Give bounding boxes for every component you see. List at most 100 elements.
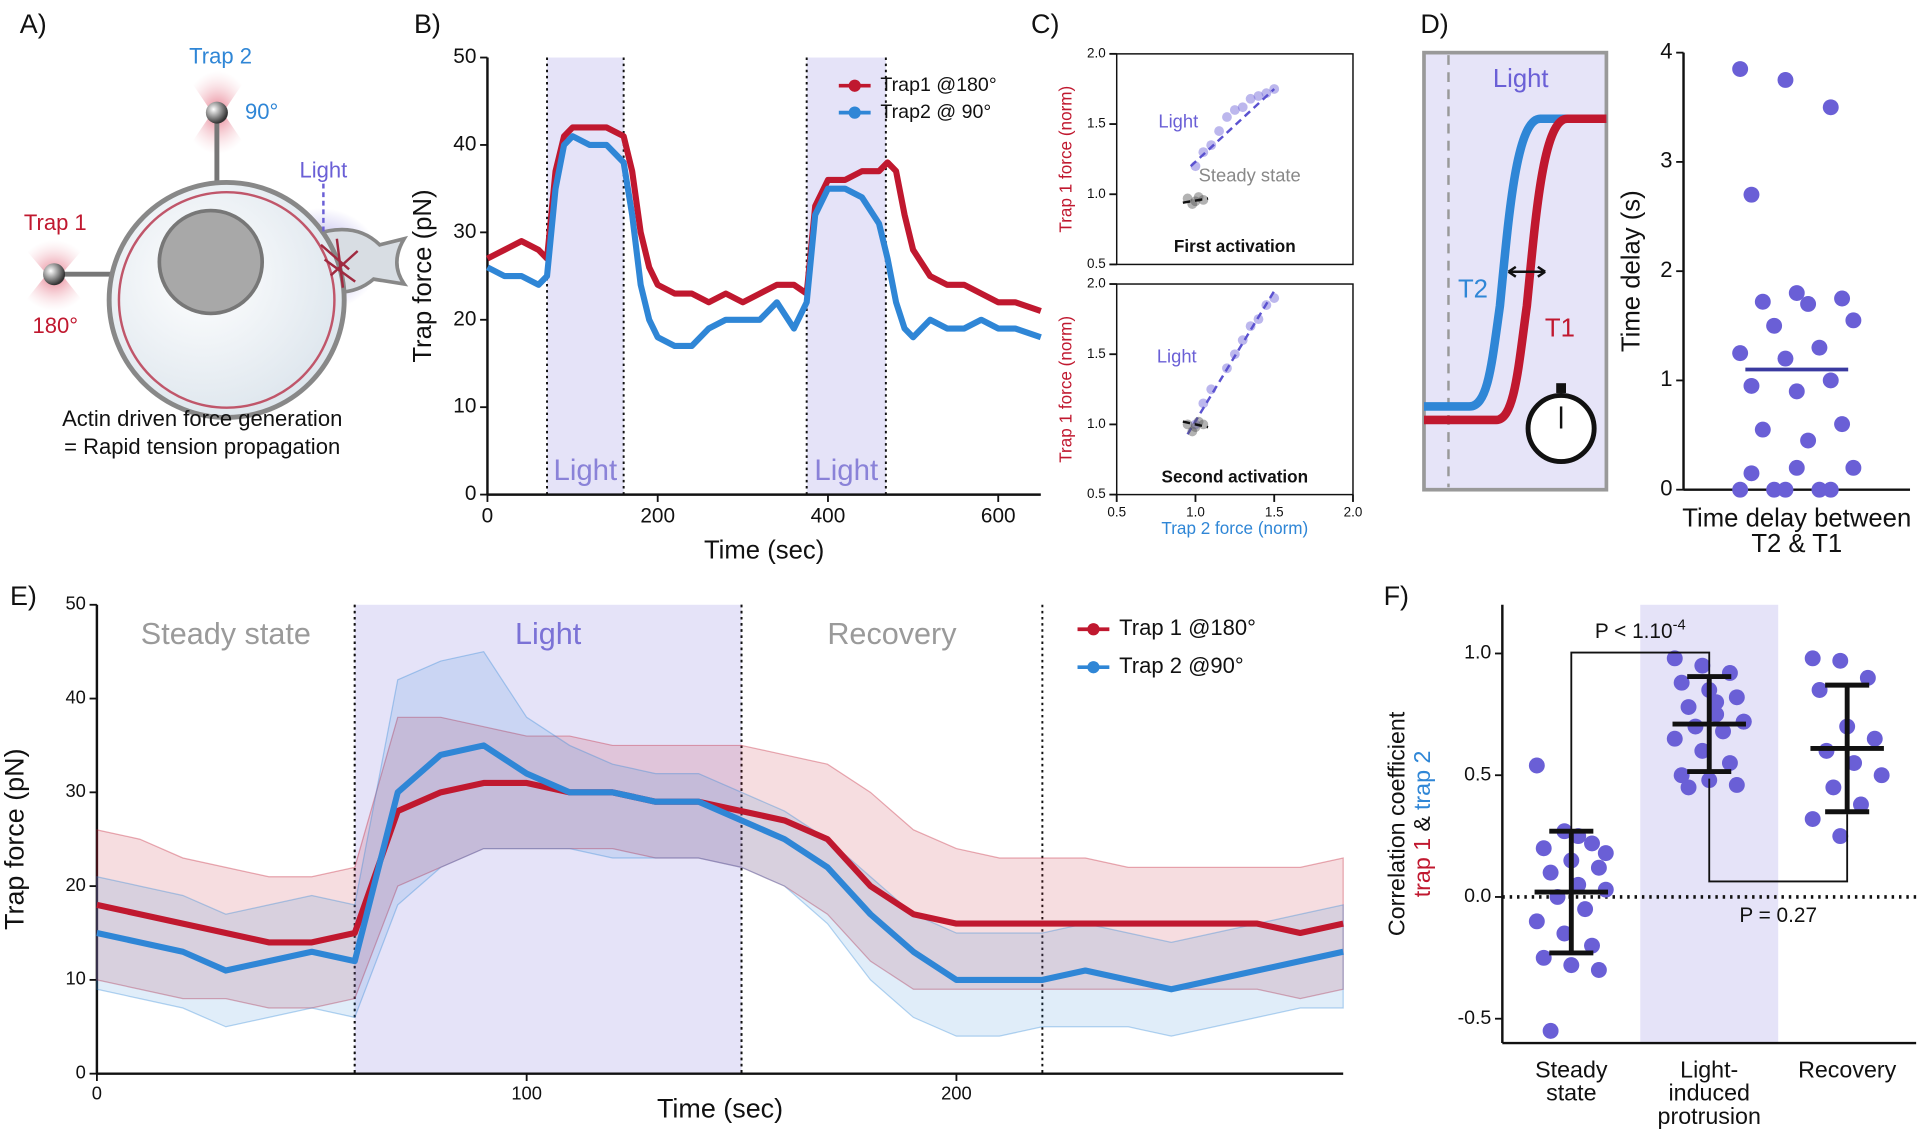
dot [1597,845,1614,862]
cortex [117,190,336,409]
category-label: Steady state [1535,1056,1608,1105]
delay-schematic: Light T2 T1 [1422,50,1609,492]
region-label: Steady state [141,617,311,651]
x-tick-label: 0 [482,504,494,527]
dot [1853,796,1869,813]
x-tick-label: 200 [941,1082,972,1103]
y-tick-label: 50 [453,45,476,68]
panel-labels: A) B) C) D) E) F) [10,9,1449,611]
error-band [96,650,1344,1037]
axis-frame [1115,53,1354,266]
light-label: Light [300,158,348,183]
dot [1577,901,1594,918]
series-label: Steady state [1199,164,1301,185]
point [1198,194,1209,205]
dot [1542,864,1559,881]
point [1222,112,1232,122]
dot [1528,757,1545,774]
dot [1708,706,1725,723]
dot [1788,285,1805,301]
dot [1822,99,1839,116]
y-tick-label: 3 [1660,148,1672,173]
dot [1754,293,1771,310]
dot [1708,694,1725,711]
legend-label: Trap2 @ 90° [880,101,991,123]
y-tick-label: 1.5 [1087,116,1106,131]
dot [1673,767,1690,784]
panel-label: A) [20,9,47,39]
dot [1528,913,1545,930]
dot [1804,811,1821,828]
category-label: Recovery [1798,1056,1897,1082]
dot [1570,876,1587,893]
y-tick-label: 1.5 [1087,346,1106,361]
dot [1584,937,1600,954]
dot [1845,459,1862,476]
dot [1728,689,1745,706]
x-tick-label: 200 [640,504,675,527]
dot [1811,481,1828,498]
region-label: Light [553,454,617,487]
series-label: Light [1157,346,1197,367]
bead [43,263,66,286]
legend-label: Trap1 @180° [880,74,996,96]
panel-label: B) [414,9,441,39]
panel-label: E) [10,581,37,611]
dot [1788,459,1805,476]
legend-marker [1087,661,1100,674]
legend-label: Trap 1 @180° [1119,615,1256,640]
chart: 0 1 2 3 4 Time delay (s) Time delay between T2 … [1617,38,1911,558]
y-tick-label: 40 [65,686,85,707]
dot [1832,828,1849,845]
x-tick-label: 0.5 [1107,504,1126,519]
text-line: Time delay between [1682,504,1911,532]
y-axis-label: Correlation coefficient [1383,711,1409,936]
chart: Light Light 0 10 20 30 40 50 0 200 400 600 Trap forc… [409,45,1042,564]
dot [1680,699,1697,716]
dot [1590,859,1607,876]
p-value-exponent: -4 [1673,617,1686,633]
actin [320,238,359,288]
text-line: Light- [1680,1056,1738,1082]
y-tick-label: 50 [65,593,85,614]
axis-frame [1115,283,1354,496]
y-tick-label: 0.5 [1087,486,1106,501]
dot [1845,312,1862,329]
point [1253,91,1264,101]
dot [1732,61,1749,77]
legend-marker [848,106,861,119]
y-tick-label: -0.5 [1458,1007,1492,1029]
fit-line [1189,88,1276,168]
point [1245,93,1256,104]
dot [1694,657,1711,674]
y-axis-label-part: trap 2 [1409,751,1435,810]
dot [1766,317,1783,334]
stopwatch-button [1556,383,1567,393]
t1-curve [1423,114,1607,425]
dot [1556,925,1573,942]
x-tick-label: 400 [811,504,846,527]
dot [1743,377,1760,394]
y-tick-label: 40 [453,132,476,155]
legend-marker [848,79,861,92]
point [1206,140,1217,151]
dot [1732,345,1749,362]
dot [1846,755,1863,772]
x-axis-label: Time (sec) [657,1094,783,1124]
delay-arrow [1507,265,1546,278]
fit-line [1186,290,1276,435]
point [1269,84,1280,94]
dot [1800,432,1817,449]
schematic-label: T2 [1458,275,1488,303]
light-region [547,57,624,495]
dot [1834,290,1851,307]
y-tick-label: 30 [65,780,85,801]
dot [1777,72,1794,88]
text-line: protrusion [1658,1103,1761,1129]
dot [1873,767,1890,784]
y-tick-label: 0 [1660,476,1672,501]
text-line: T2 & T1 [1751,530,1842,558]
y-tick-label: 30 [453,220,476,243]
